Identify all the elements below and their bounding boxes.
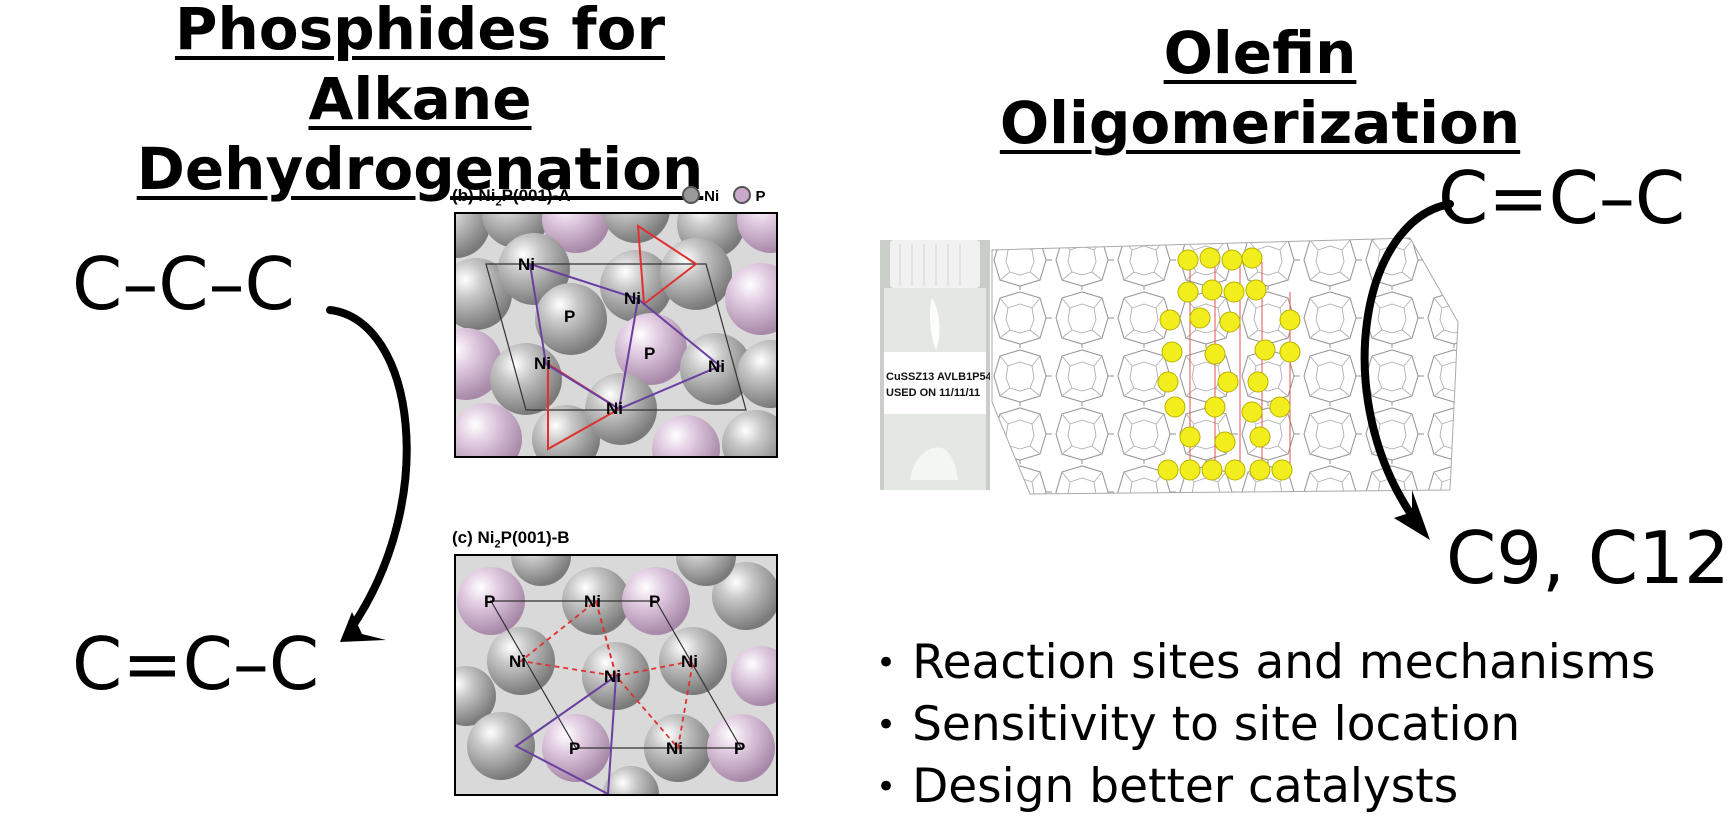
ni-label: Ni — [624, 289, 641, 308]
vial-label — [884, 352, 986, 414]
atom-spheres-b — [456, 556, 776, 794]
panel-c-label-pre: (c) Ni — [452, 528, 495, 547]
ni-label: Ni — [509, 652, 526, 671]
panel-c-label: (c) Ni2P(001)-B — [452, 528, 570, 550]
research-bullets: Reaction sites and mechanisms Sensitivit… — [876, 634, 1656, 820]
ni-label: Ni — [534, 354, 551, 373]
ni-label: Ni — [708, 357, 725, 376]
unit-cell-b — [489, 600, 743, 749]
vial-cap — [890, 240, 980, 288]
vial-label-line1: CuSSZ13 AVLB1P54 — [886, 371, 990, 383]
ni-label: Ni — [666, 739, 683, 758]
oligomer-product: C9, C12 — [1446, 516, 1730, 600]
purple-triangle-b — [514, 673, 618, 794]
left-title: Phosphides for Alkane Dehydrogenation — [60, 0, 780, 204]
bullet-item: Reaction sites and mechanisms — [876, 634, 1656, 696]
bullet-item: Sensitivity to site location — [876, 696, 1656, 758]
ni2p-surface-a: Ni Ni P P Ni Ni Ni — [454, 212, 778, 458]
arrow-head — [340, 612, 386, 642]
unit-cell-a — [485, 263, 747, 411]
p-legend-label: P — [755, 188, 766, 205]
olefin-reactant: C=C–C — [1438, 156, 1686, 240]
oligomerization-arrow — [1360, 200, 1454, 540]
vial-label-line2: USED ON 11/11/11 — [886, 387, 980, 399]
p-label: P — [569, 739, 580, 758]
ni2p-surface-b: P Ni P Ni Ni Ni P Ni P — [454, 554, 778, 796]
ni-label: Ni — [606, 399, 623, 418]
bullet-item: Design better catalysts — [876, 758, 1656, 820]
p-label: P — [734, 739, 745, 758]
p-label: P — [644, 344, 655, 363]
purple-path-a — [529, 263, 722, 411]
red-dashed-bonds — [518, 600, 695, 751]
ni-label: Ni — [604, 667, 621, 686]
right-title: Olefin Oligomerization — [999, 19, 1521, 157]
cu-sites — [1157, 247, 1301, 481]
arrow-head — [1394, 490, 1430, 540]
atom-spheres-a — [456, 214, 776, 456]
panel-b-label-pre: (b) Ni — [452, 186, 496, 205]
catalyst-vial-photo: CuSSZ13 AVLB1P54 USED ON 11/11/11 — [880, 240, 990, 490]
panel-b-label-post: P(001)-A — [501, 186, 571, 205]
alkane-reactant: C–C–C — [72, 242, 295, 326]
atom-legend: Ni P — [682, 186, 766, 205]
panel-b-label: (b) Ni2P(001)-A — [452, 186, 571, 208]
p-label: P — [484, 592, 495, 611]
dehydrogenation-arrow — [326, 306, 411, 642]
ni-legend-swatch — [682, 186, 700, 204]
left-title-line1: Phosphides for Alkane — [174, 0, 666, 133]
panel-b-label-sub: 2 — [495, 196, 502, 209]
ni-legend-label: Ni — [704, 188, 720, 205]
red-triangle-a1 — [636, 224, 698, 306]
chabazite-framework — [991, 237, 1459, 495]
p-label: P — [649, 592, 660, 611]
p-legend-swatch — [733, 186, 752, 204]
ni-label: Ni — [584, 592, 601, 611]
atom-labels-a: Ni Ni P P Ni Ni Ni — [518, 255, 725, 418]
alkene-product: C=C–C — [72, 622, 320, 706]
atom-labels-b: P Ni P Ni Ni Ni P Ni P — [484, 592, 745, 758]
ni-label: Ni — [681, 652, 698, 671]
panel-c-label-post: P(001)-B — [500, 528, 570, 547]
ni-label: Ni — [518, 255, 535, 274]
p-label: P — [564, 307, 575, 326]
panel-c-label-sub: 2 — [494, 538, 501, 551]
right-title-wrap: Olefin Oligomerization — [900, 18, 1620, 158]
left-title-line2: Dehydrogenation — [136, 135, 704, 203]
catalyst-powder — [910, 447, 958, 480]
